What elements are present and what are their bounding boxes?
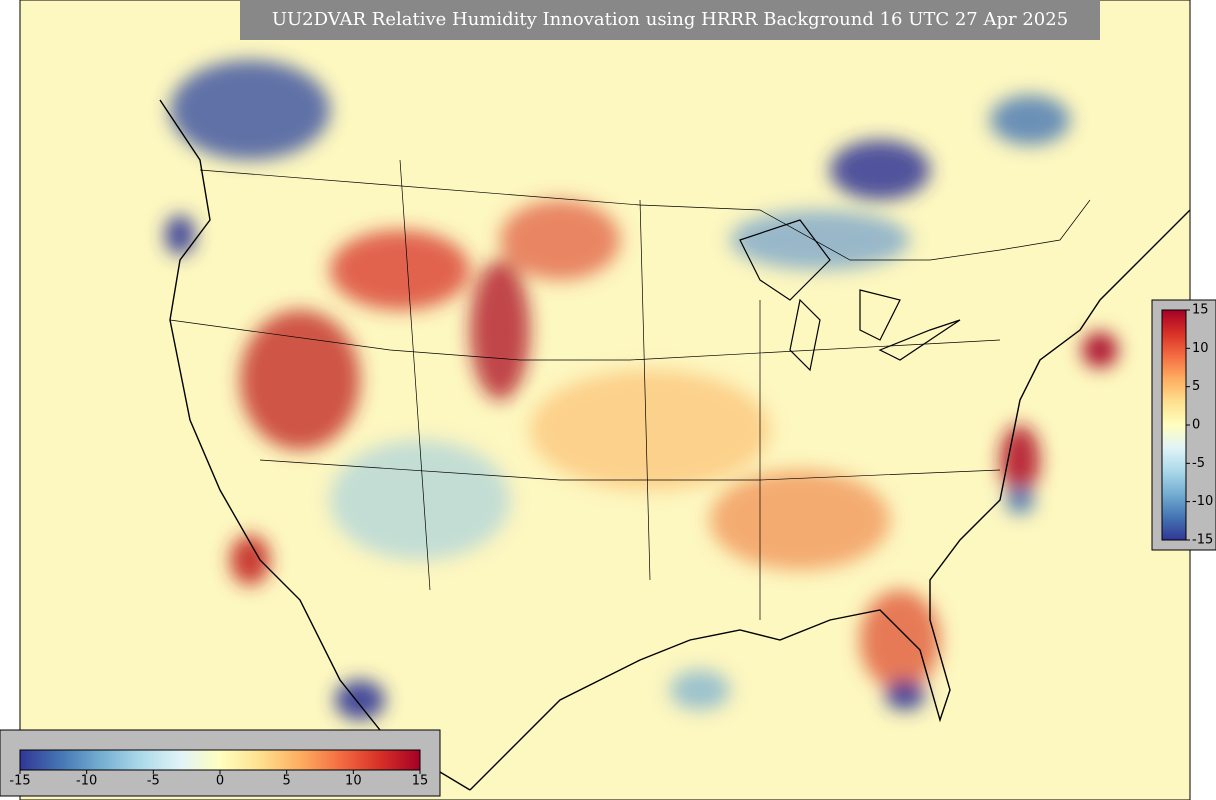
map-area (19, 0, 1191, 800)
tick-label: 10 (1192, 341, 1209, 356)
tick-label: -5 (1192, 456, 1205, 471)
map-title: UU2DVAR Relative Humidity Innovation usi… (272, 9, 1068, 30)
humidity-field (165, 60, 1118, 720)
tick-label: 10 (345, 774, 362, 789)
title-box (240, 0, 1100, 40)
tick-label: 5 (283, 774, 291, 789)
tick-label: 5 (1192, 379, 1200, 394)
tick-label: -10 (1192, 494, 1213, 509)
colorbar (1161, 309, 1187, 541)
colorbar (19, 749, 421, 771)
tick-label: 15 (1192, 303, 1209, 318)
great-lakes (739, 219, 961, 372)
tick-label: 0 (1192, 418, 1200, 433)
tick-label: -15 (9, 774, 30, 789)
boundaries (169, 159, 1091, 620)
tick-label: 0 (216, 774, 224, 789)
tick-label: -15 (1192, 533, 1213, 548)
tick-label: -10 (76, 774, 97, 789)
tick-label: 15 (412, 774, 429, 789)
tick-label: -5 (147, 774, 160, 789)
